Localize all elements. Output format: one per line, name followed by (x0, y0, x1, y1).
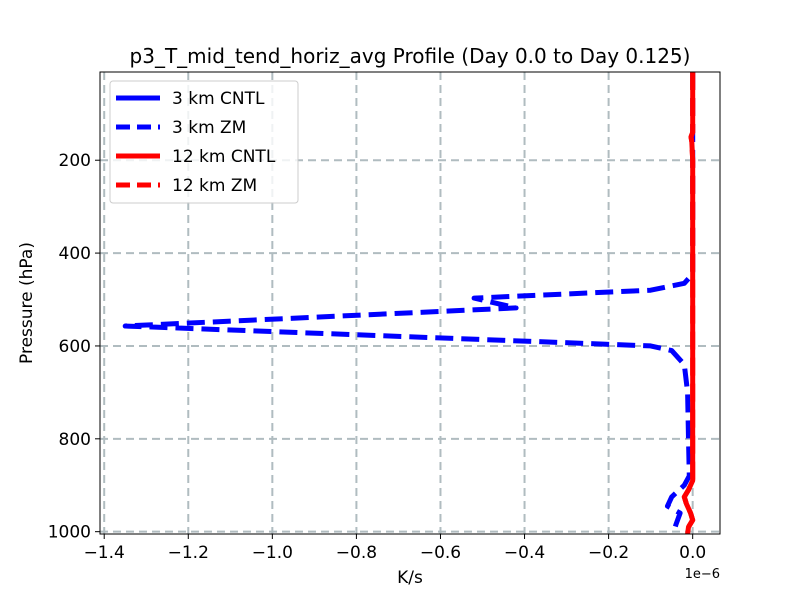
x-tick-label: −1.2 (168, 543, 209, 563)
y-tick-label: 400 (59, 244, 91, 264)
plot-frame (99, 71, 721, 535)
legend-label: 12 km CNTL (172, 147, 276, 167)
x-tick-label: −0.8 (336, 543, 377, 563)
y-axis: 200 400 600 800 1000 (48, 151, 100, 543)
y-tick-label: 800 (59, 430, 91, 450)
x-tick-label: 0.0 (679, 543, 706, 563)
x-tick-label: −1.0 (252, 543, 293, 563)
legend-box (109, 80, 299, 204)
x-tick-label: −0.6 (420, 543, 461, 563)
y-axis-label: Pressure (hPa) (17, 242, 37, 364)
chart-title: p3_T_mid_tend_horiz_avg Profile (Day 0.0… (130, 44, 691, 68)
y-tick-label: 1000 (48, 523, 91, 543)
legend-label: 12 km ZM (172, 176, 257, 196)
x-axis-offset-label: 1e−6 (685, 567, 720, 582)
x-tick-label: −0.4 (504, 543, 545, 563)
legend-label: 3 km ZM (172, 118, 246, 138)
x-axis-label: K/s (397, 568, 423, 588)
x-tick-label: −1.4 (84, 543, 125, 563)
y-tick-label: 200 (59, 151, 91, 171)
x-axis: −1.4 −1.2 −1.0 −0.8 −0.6 −0.4 −0.2 0.0 (84, 534, 706, 563)
y-tick-label: 600 (59, 337, 91, 357)
series-line-12-km-zm (681, 72, 696, 534)
x-tick-label: −0.2 (588, 543, 629, 563)
series-layer (122, 72, 696, 534)
legend: 3 km CNTL 3 km ZM 12 km CNTL 12 km ZM (109, 80, 299, 204)
legend-label: 3 km CNTL (172, 89, 265, 109)
